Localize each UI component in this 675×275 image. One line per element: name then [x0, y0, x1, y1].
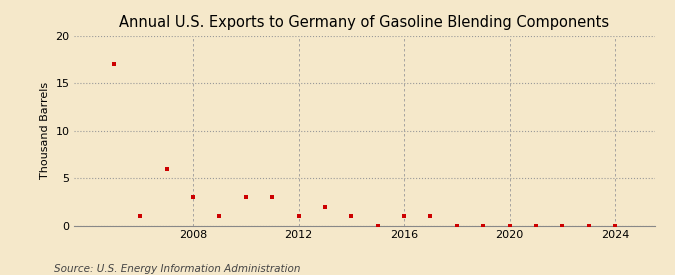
Point — [240, 195, 251, 199]
Point — [346, 214, 356, 218]
Point — [188, 195, 198, 199]
Point — [319, 204, 330, 209]
Point — [399, 214, 410, 218]
Point — [267, 195, 277, 199]
Point — [583, 223, 594, 228]
Point — [557, 223, 568, 228]
Title: Annual U.S. Exports to Germany of Gasoline Blending Components: Annual U.S. Exports to Germany of Gasoli… — [119, 15, 610, 31]
Point — [610, 223, 620, 228]
Point — [293, 214, 304, 218]
Point — [161, 166, 172, 171]
Point — [214, 214, 225, 218]
Point — [373, 223, 383, 228]
Point — [504, 223, 515, 228]
Point — [478, 223, 489, 228]
Text: Source: U.S. Energy Information Administration: Source: U.S. Energy Information Administ… — [54, 264, 300, 274]
Point — [109, 62, 119, 66]
Point — [531, 223, 541, 228]
Point — [135, 214, 146, 218]
Y-axis label: Thousand Barrels: Thousand Barrels — [40, 82, 50, 179]
Point — [425, 214, 436, 218]
Point — [452, 223, 462, 228]
